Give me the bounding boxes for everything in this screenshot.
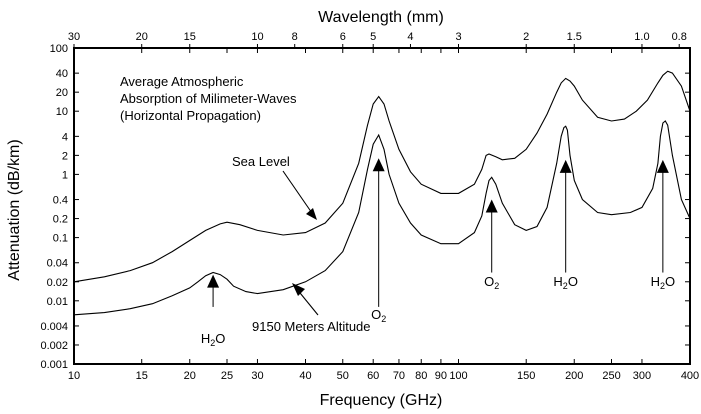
top-tick-label: 6	[340, 31, 346, 43]
sea-level-curve	[73, 70, 691, 283]
y-tick-label: 1	[62, 169, 68, 181]
top-tick-label: 2	[523, 31, 529, 43]
top-tick-label: 1.5	[567, 31, 582, 43]
y-tick-label: 40	[56, 68, 68, 80]
x-tick-label: 40	[299, 370, 311, 382]
altitude-label: 9150 Meters Altitude	[252, 319, 371, 334]
molecule-label: H2O	[201, 331, 226, 348]
y-tick-label: 0.2	[53, 214, 68, 226]
x-tick-label: 90	[435, 370, 447, 382]
y-tick-label: 0.04	[47, 258, 68, 270]
x-tick-label: 150	[517, 370, 535, 382]
top-tick-label: 0.8	[672, 31, 687, 43]
y-tick-label: 0.01	[47, 296, 68, 308]
y-tick-label: 0.4	[53, 195, 68, 207]
chart-title-line-2: Absorption of Milimeter-Waves	[120, 91, 297, 106]
altitude-curve	[73, 120, 691, 316]
y-tick-label: 10	[56, 106, 68, 118]
sea-level-label: Sea Level	[232, 154, 290, 169]
plot-frame	[73, 47, 691, 365]
y-tick-label: 100	[50, 43, 68, 55]
x-tick-label: 15	[136, 370, 148, 382]
absorption-arrowhead	[485, 199, 498, 213]
y-axis-title: Attenuation (dB/km)	[6, 139, 23, 280]
top-tick-label: 3	[455, 31, 461, 43]
x-tick-label: 250	[602, 370, 620, 382]
sea-level-pointer-line	[282, 170, 315, 217]
top-tick-label: 20	[136, 31, 148, 43]
x-tick-label: 20	[184, 370, 196, 382]
top-tick-label: 30	[68, 31, 80, 43]
y-tick-label: 0.004	[40, 321, 68, 333]
y-tick-label: 0.002	[40, 340, 68, 352]
top-tick-label: 15	[184, 31, 196, 43]
molecule-label: O2	[371, 307, 386, 324]
chart-title-line-1: Average Atmospheric	[120, 74, 244, 89]
x-tick-label: 30	[251, 370, 263, 382]
y-tick-label: 0.02	[47, 277, 68, 289]
x-tick-label: 50	[337, 370, 349, 382]
molecule-label: H2O	[553, 274, 578, 291]
x-axis-title: Frequency (GHz)	[320, 392, 443, 409]
x-tick-label: 200	[565, 370, 583, 382]
molecule-label: O2	[484, 274, 499, 291]
sea-level-pointer-arrowhead	[306, 208, 317, 220]
x-tick-label: 300	[633, 370, 651, 382]
y-tick-label: 0.1	[53, 233, 68, 245]
absorption-arrowhead	[372, 158, 385, 172]
y-tick-label: 0.001	[40, 359, 68, 371]
x-tick-label: 400	[681, 370, 699, 382]
top-tick-label: 4	[407, 31, 413, 43]
x-tick-label: 25	[221, 370, 233, 382]
x-tick-label: 10	[68, 370, 80, 382]
top-tick-label: 1.0	[634, 31, 649, 43]
y-tick-label: 20	[56, 87, 68, 99]
absorption-arrowhead	[656, 159, 669, 173]
top-tick-label: 8	[292, 31, 298, 43]
top-tick-label: 10	[251, 31, 263, 43]
chart-title-line-3: (Horizontal Propagation)	[120, 108, 261, 123]
x-tick-label: 100	[449, 370, 467, 382]
molecule-label: H2O	[651, 274, 676, 291]
x-tick-label: 80	[415, 370, 427, 382]
y-tick-label: 2	[62, 150, 68, 162]
y-tick-label: 4	[62, 131, 68, 143]
altitude-pointer-arrowhead	[292, 283, 305, 296]
absorption-arrowhead	[207, 274, 220, 288]
x-tick-label: 70	[393, 370, 405, 382]
top-tick-label: 5	[370, 31, 376, 43]
absorption-arrowhead	[559, 159, 572, 173]
plot-area: 10 15 20 25 30 40 50 60 70 80 90 100 150 200 250 300 400…	[40, 31, 699, 382]
x-tick-label: 60	[367, 370, 379, 382]
top-axis-title: Wavelength (mm)	[318, 9, 444, 26]
